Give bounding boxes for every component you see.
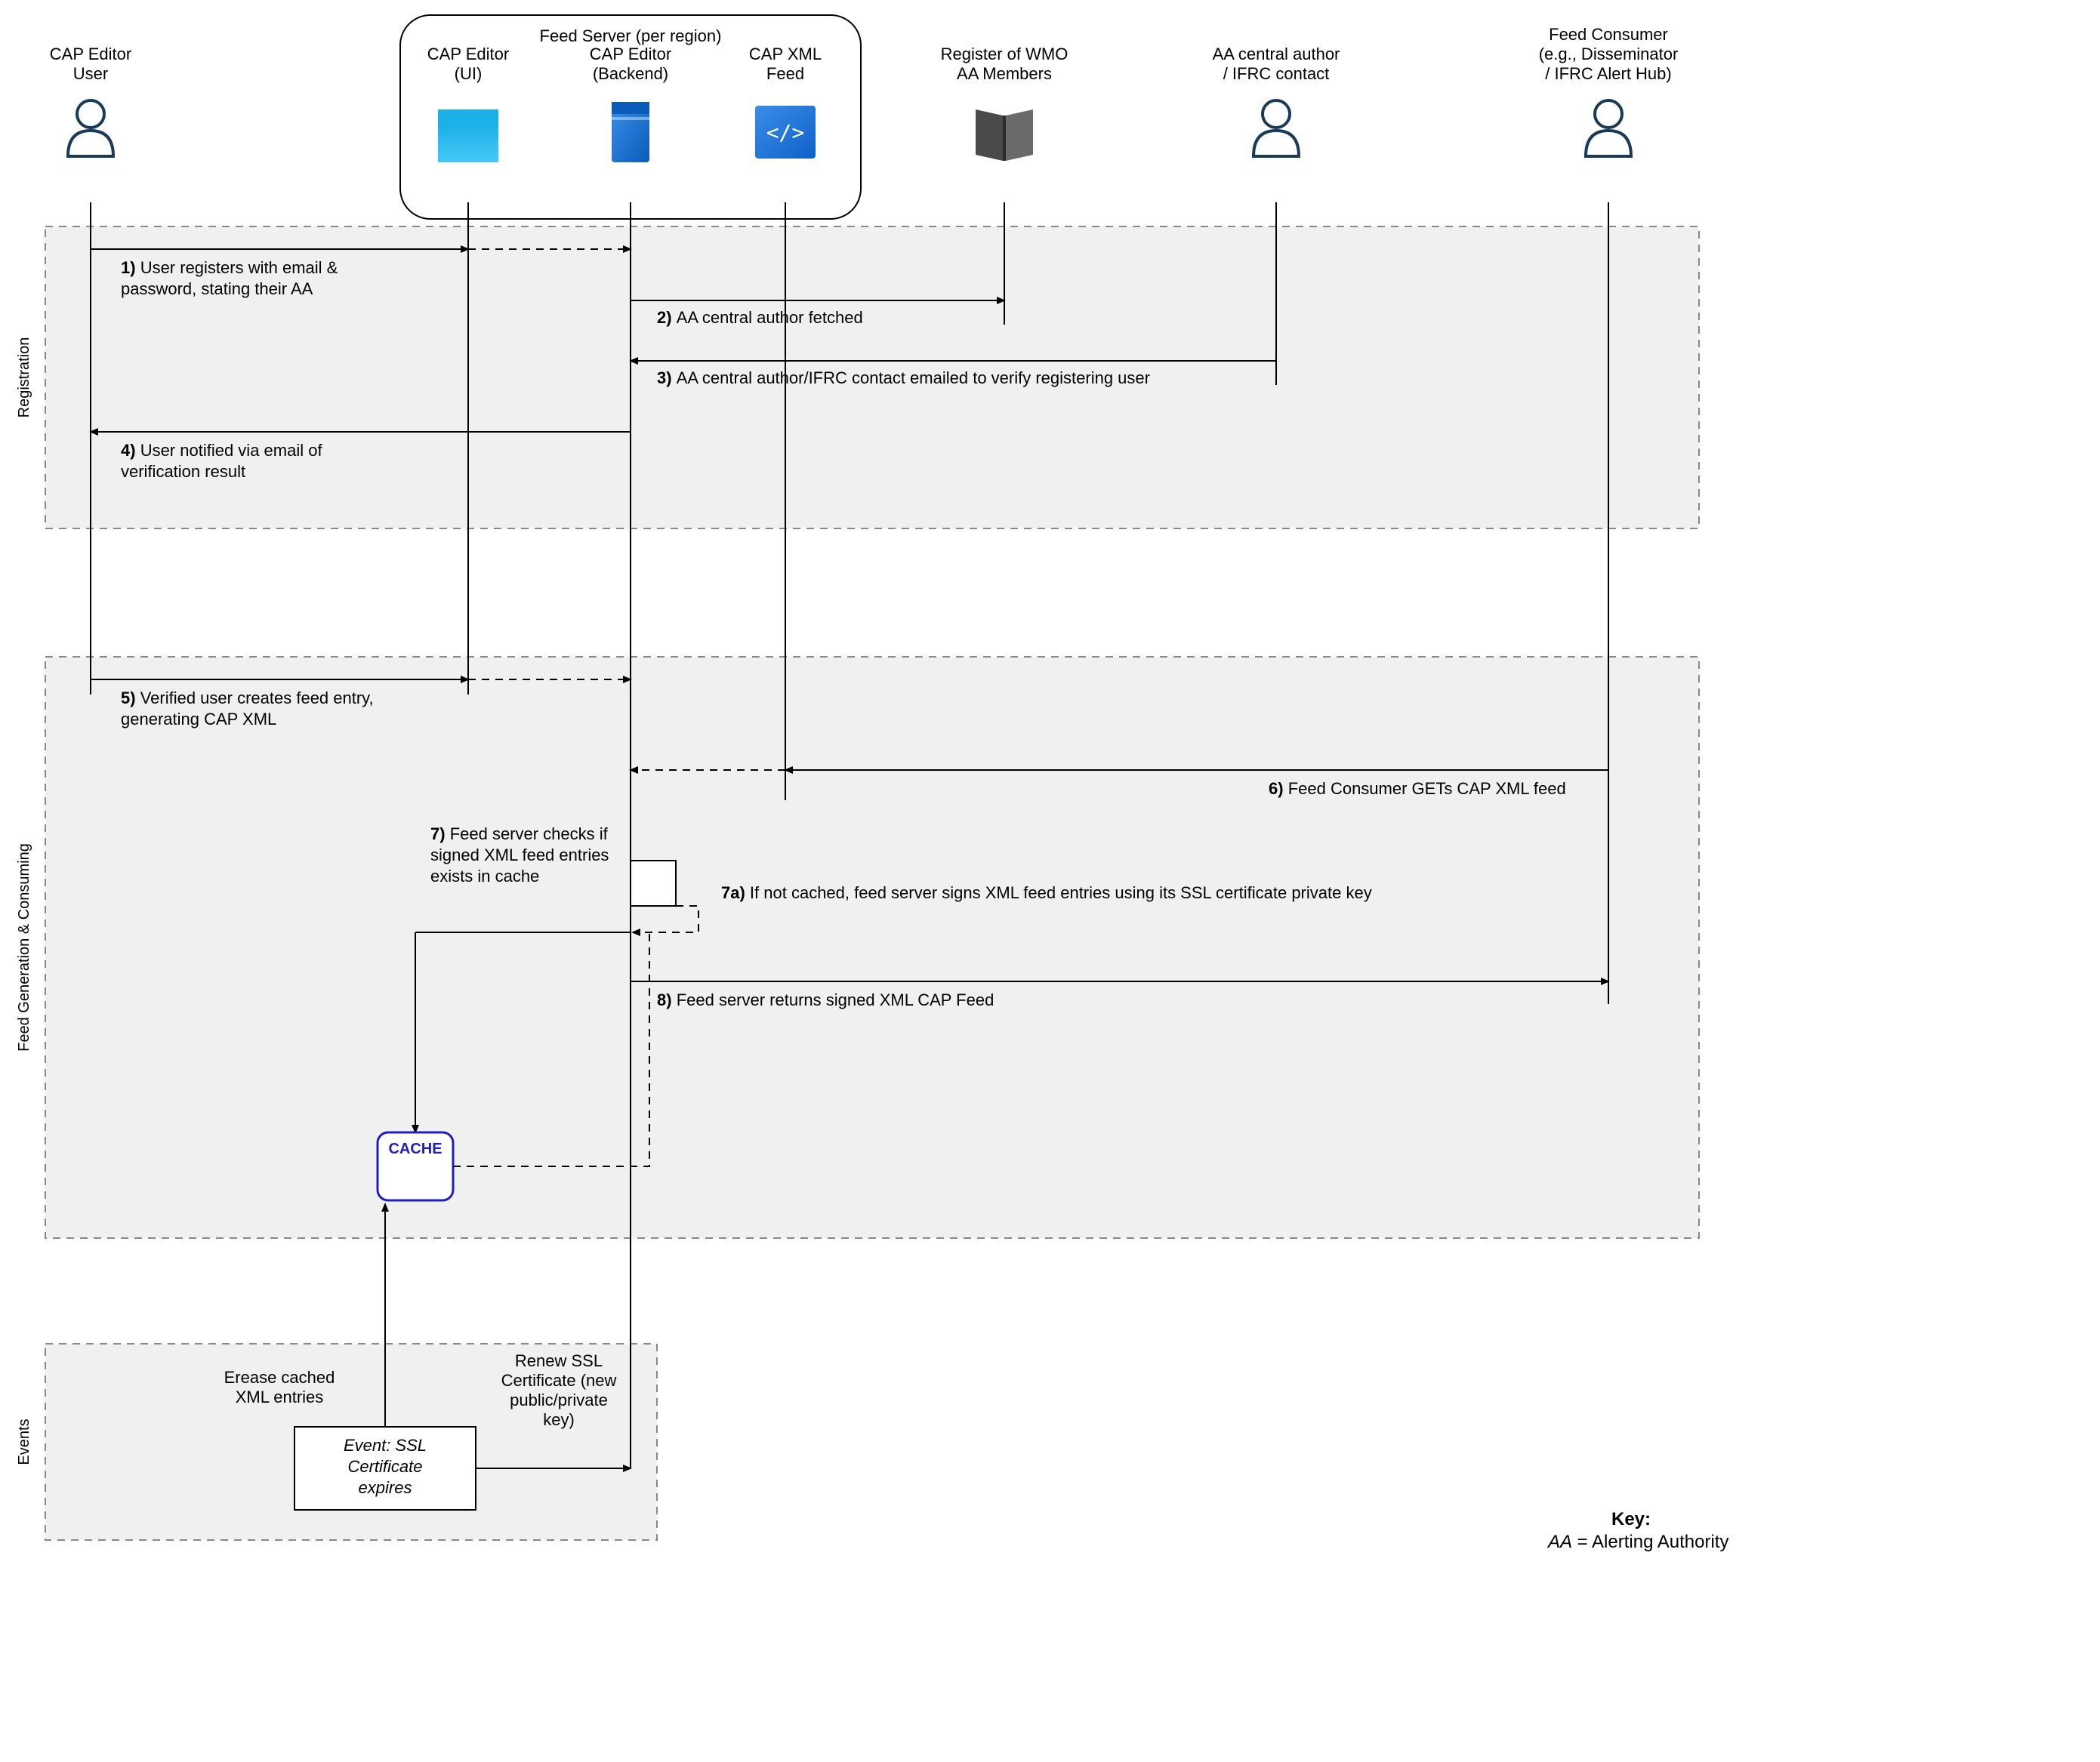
feed-server-label: Feed Server (per region) (540, 26, 722, 45)
code-icon: </> (755, 106, 816, 159)
actor-label-consumer: Feed Consumer(e.g., Disseminator/ IFRC A… (1539, 25, 1679, 83)
actor-label-aaauthor: AA central author/ IFRC contact (1213, 45, 1340, 83)
actor-label-register: Register of WMOAA Members (941, 45, 1069, 83)
svg-text:</>: </> (766, 120, 805, 145)
person-icon (1254, 100, 1299, 156)
cache-label: CACHE (388, 1141, 442, 1157)
activation-7a (631, 861, 676, 906)
person-icon (1586, 100, 1631, 156)
actor-label-user: CAP EditorUser (50, 45, 131, 83)
msg-text-m6: 6) Feed Consumer GETs CAP XML feed (1269, 779, 1566, 798)
group-feedgen (45, 657, 1699, 1238)
book-icon (976, 109, 1033, 161)
group-label-registration: Registration (16, 337, 32, 418)
group-label-feedgen: Feed Generation & Consuming (16, 843, 32, 1052)
actor-label-backend: CAP Editor(Backend) (590, 45, 671, 83)
msg-text-m8: 8) Feed server returns signed XML CAP Fe… (657, 990, 994, 1009)
actor-label-feed: CAP XMLFeed (749, 45, 822, 83)
group-label-events: Events (16, 1419, 32, 1465)
key-title: Key: (1611, 1509, 1651, 1529)
msg-text-m7a: 7a) If not cached, feed server signs XML… (721, 883, 1372, 902)
msg-text-m2: 2) AA central author fetched (657, 308, 863, 327)
event-left-label: Erease cachedXML entries (224, 1368, 335, 1406)
actor-label-ui: CAP Editor(UI) (427, 45, 509, 83)
key-line: AA = Alerting Authority (1546, 1532, 1728, 1552)
msg-text-m3: 3) AA central author/IFRC contact emaile… (657, 368, 1150, 387)
window-icon (438, 109, 498, 162)
person-icon (68, 100, 113, 156)
server-icon (612, 102, 649, 162)
